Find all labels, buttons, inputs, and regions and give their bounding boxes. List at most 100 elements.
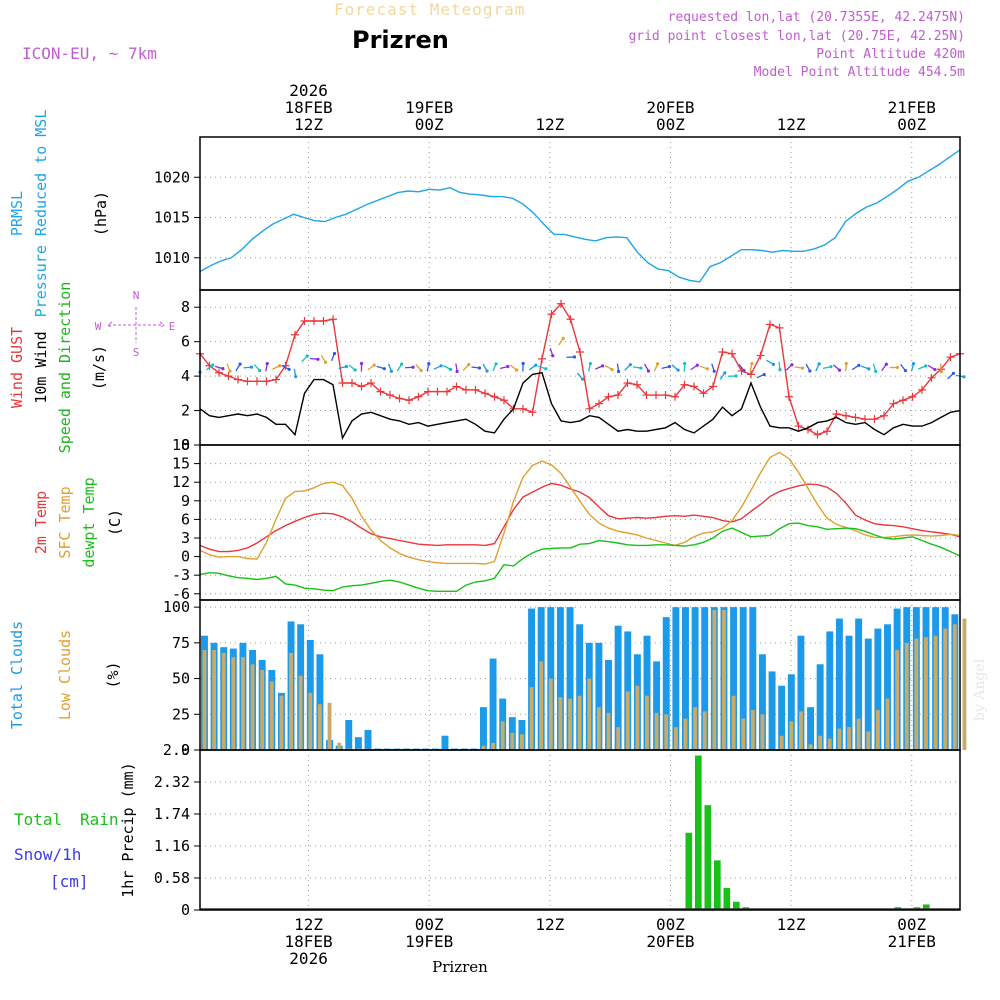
series-line-sfc-temp [199,451,961,565]
low-cloud-bar [500,721,505,750]
total-cloud-bar [855,618,863,750]
gust-marker [747,370,755,379]
top-time-label: 19FEB [405,98,453,117]
wind-arrow-head [884,362,888,366]
top-time-label: 00Z [656,115,685,134]
total-cloud-bar [479,707,487,750]
gust-marker [234,375,242,384]
bottom-time-label: 20FEB [646,932,694,951]
top-time-label: 00Z [415,115,444,134]
low-cloud-bar [520,734,524,750]
bottom-time-label: 12Z [777,915,806,934]
top-time-label: 00Z [897,115,926,134]
low-cloud-bar [269,681,274,750]
wind-arrow-head [628,363,632,367]
total-cloud-bar [614,625,622,750]
y-tick-label: 0 [181,901,190,919]
low-cloud-bar [866,731,871,750]
low-cloud-bar [596,707,601,750]
wind-arrow-head [962,375,966,379]
total-cloud-bar [556,607,564,750]
y-tick-label: 1.74 [154,805,190,823]
total-cloud-bar [643,635,651,750]
wind-arrow-head [382,367,386,371]
total-cloud-bar [345,720,353,750]
y-tick-label: 2.32 [154,773,190,791]
precip-legend-label: Snow/1h [14,845,81,864]
wind-arrow-head [829,365,833,369]
wind-arrow-head [572,355,577,359]
gust-marker [367,379,375,387]
gust-marker [842,411,850,420]
low-cloud-bar [625,691,630,750]
compass-south: S [133,346,140,359]
wind-arrow-head [211,363,215,367]
low-cloud-bar [924,637,928,750]
panel-frame [199,136,961,291]
low-cloud-bar [779,735,784,750]
bottom-time-label: 2026 [289,949,328,968]
gust-marker [671,392,679,401]
axis-label-clouds: Total Clouds [8,621,26,729]
low-cloud-bar [327,702,332,750]
total-cloud-bar [576,624,584,750]
panel-wind [107,289,966,446]
panel-temperature [194,444,961,601]
wind-arrow-head [534,363,538,367]
gust-marker [224,372,233,381]
y-tick-label: 25 [172,705,190,723]
wind-arrow-head [344,364,348,369]
axis-label-pressure: Pressure Reduced to MSL [32,110,50,318]
wind-arrow-head [924,364,928,368]
low-cloud-bar [298,675,303,750]
axis-label-temperature: dewpt Temp [80,477,98,567]
top-time-label: 12Z [777,115,806,134]
total-cloud-bar [797,635,805,750]
axis-label-wind: (m/s) [90,345,108,390]
wind-arrow-head [895,365,900,370]
low-cloud-bar [250,664,255,750]
wind-arrow-head [646,369,651,373]
low-cloud-bar [568,698,572,750]
gust-marker [291,330,299,339]
axis-label-temperature: SFC Temp [56,486,74,558]
compass-west: W [95,320,102,333]
wind-arrow-head [294,375,298,379]
wind-arrow-head [734,374,738,378]
y-tick-label: 2.9 [163,741,190,759]
gust-marker [946,353,955,362]
wind-arrow-head [389,369,393,373]
total-cloud-bar [701,607,709,750]
low-cloud-bar [635,685,640,750]
gust-marker [794,422,803,431]
wind-arrow-head [588,362,592,366]
wind-arrow-head [332,351,337,356]
gust-marker [414,392,423,401]
y-tick-label: 12 [172,473,190,491]
gust-marker [557,299,565,308]
wind-arrow-head [723,371,727,375]
y-tick-label: 2 [181,402,190,420]
gust-marker [338,379,347,387]
y-tick-label: 50 [172,670,190,688]
gust-marker [813,430,822,439]
series-line-dewpt-temp [199,522,961,592]
series-line-prmsl [199,149,961,283]
panel-frame [199,749,961,911]
panel-clouds [194,599,967,751]
low-cloud-bar [202,650,207,750]
low-cloud-bar [645,695,649,750]
gust-marker [576,348,584,356]
gust-marker [652,391,660,400]
total-cloud-bar [595,642,603,750]
wind-arrow-head [467,363,471,367]
top-time-label: 12Z [535,115,564,134]
low-cloud-bar [587,678,592,750]
y-tick-label: 18 [172,436,190,454]
low-cloud-bar [847,727,851,750]
total-cloud-bar [624,631,632,750]
low-cloud-bar [952,624,957,750]
axis-label-pressure: PRMSL [8,191,26,236]
wind-arrow-head [705,367,709,371]
low-cloud-bar [741,718,746,750]
